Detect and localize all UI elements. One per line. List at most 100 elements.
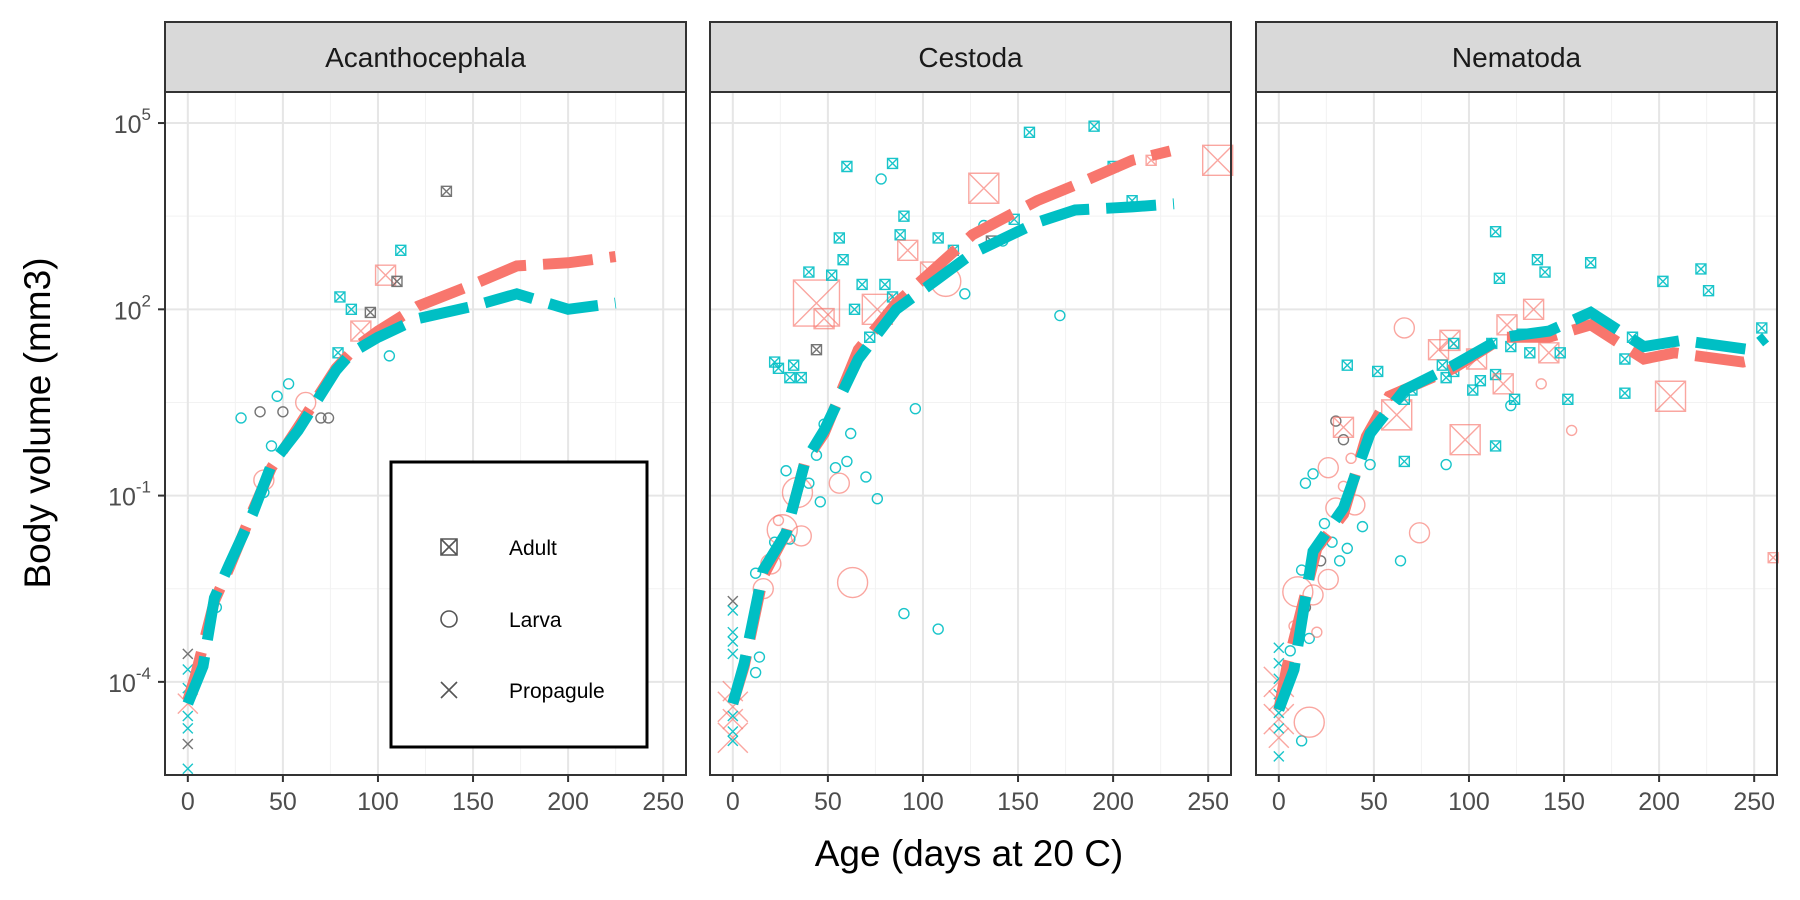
- data-point: [182, 648, 194, 660]
- data-point: [1702, 284, 1715, 297]
- y-tick-label: 105: [114, 105, 151, 139]
- data-point: [727, 636, 739, 647]
- legend-key-propagule: [440, 681, 458, 699]
- data-point: [345, 303, 358, 316]
- legend-label: Adult: [509, 537, 557, 560]
- panel-border: [164, 91, 687, 776]
- data-point: [1474, 375, 1487, 387]
- legend-box: [389, 460, 649, 749]
- data-point: [864, 331, 876, 343]
- data-point: [1356, 520, 1369, 533]
- y-tick-label: 102: [114, 291, 151, 325]
- y-tick-base: 10: [114, 111, 142, 139]
- data-point: [1436, 359, 1449, 371]
- x-tick-label: 50: [814, 788, 842, 816]
- data-point: [235, 412, 247, 424]
- data-point: [897, 239, 919, 262]
- data-point: [1695, 263, 1707, 275]
- data-point: [1538, 342, 1560, 364]
- y-tick-base: 10: [114, 297, 142, 325]
- data-point: [837, 253, 849, 266]
- data-point: [848, 303, 861, 316]
- data-point: [1493, 272, 1506, 284]
- data-point: [1619, 387, 1631, 399]
- facet-strip-label: Nematoda: [1452, 42, 1582, 73]
- data-point: [932, 232, 944, 244]
- x-tick-label: 100: [902, 788, 944, 816]
- data-point: [879, 278, 891, 291]
- data-point: [315, 412, 327, 424]
- data-point: [795, 371, 807, 384]
- data-point: [182, 738, 194, 750]
- y-tick-base: 10: [108, 670, 136, 698]
- y-tick-exponent: -1: [136, 478, 151, 497]
- x-tick-label: 0: [1272, 788, 1286, 816]
- data-point: [1508, 393, 1521, 406]
- data-point: [1023, 126, 1036, 139]
- data-point: [1562, 393, 1574, 406]
- data-point: [1565, 424, 1578, 437]
- data-point: [1284, 645, 1296, 657]
- data-point: [1440, 458, 1452, 471]
- data-point: [1467, 384, 1479, 396]
- data-point: [1337, 434, 1350, 446]
- data-point: [828, 472, 850, 494]
- data-point: [1345, 452, 1357, 465]
- x-tick-label: 250: [1733, 788, 1775, 816]
- legend: Adult Larva Propagule: [389, 460, 649, 749]
- data-point: [860, 471, 872, 483]
- x-tick-label: 150: [452, 788, 494, 816]
- data-point: [792, 279, 841, 327]
- facet-strip: [1255, 21, 1778, 93]
- data-point: [1657, 275, 1669, 288]
- data-point: [1524, 347, 1536, 359]
- data-point: [1489, 226, 1502, 238]
- data-point: [1531, 253, 1544, 266]
- fit-line-teal: [727, 198, 1175, 706]
- data-point: [871, 492, 884, 505]
- x-tick-label: 100: [1448, 788, 1490, 816]
- data-point: [1330, 415, 1342, 427]
- data-point: [1505, 399, 1517, 412]
- data-point: [841, 160, 853, 173]
- data-point: [909, 402, 922, 415]
- y-tick-base: 10: [108, 484, 136, 512]
- data-point: [1317, 456, 1339, 479]
- data-point: [1654, 380, 1687, 412]
- data-point: [1449, 424, 1481, 456]
- data-point: [1440, 371, 1452, 384]
- facet-panel-nematoda: Nematoda 0 50 100 150 200 250: [1255, 21, 1779, 816]
- x-tick-label: 50: [1360, 788, 1388, 816]
- y-tick-exponent: 5: [142, 105, 151, 124]
- data-point: [845, 427, 857, 440]
- data-point: [829, 461, 842, 474]
- data-point: [1311, 626, 1323, 638]
- data-point: [1307, 468, 1319, 480]
- data-point: [1394, 555, 1407, 567]
- panel-border: [709, 91, 1232, 776]
- data-point: [391, 275, 403, 288]
- data-point: [787, 359, 800, 371]
- facet-strip-label: Cestoda: [918, 42, 1023, 73]
- data-point: [395, 244, 407, 257]
- data-point: [898, 607, 910, 620]
- data-point: [1302, 584, 1324, 606]
- data-point: [1318, 517, 1331, 530]
- data-point: [749, 567, 762, 579]
- data-point: [1088, 120, 1100, 132]
- x-tick-label: 150: [997, 788, 1039, 816]
- data-point: [1333, 555, 1346, 567]
- data-point: [1268, 727, 1290, 749]
- data-point: [898, 210, 910, 222]
- data-point: [1371, 365, 1384, 378]
- data-point: [383, 350, 396, 362]
- data-point: [1364, 458, 1376, 471]
- data-point: [959, 288, 971, 300]
- data-point: [1317, 568, 1339, 591]
- data-point: [1393, 317, 1416, 339]
- data-point: [334, 291, 346, 303]
- data-point: [1522, 298, 1545, 321]
- data-point: [803, 266, 815, 278]
- x-tick-label: 200: [547, 788, 589, 816]
